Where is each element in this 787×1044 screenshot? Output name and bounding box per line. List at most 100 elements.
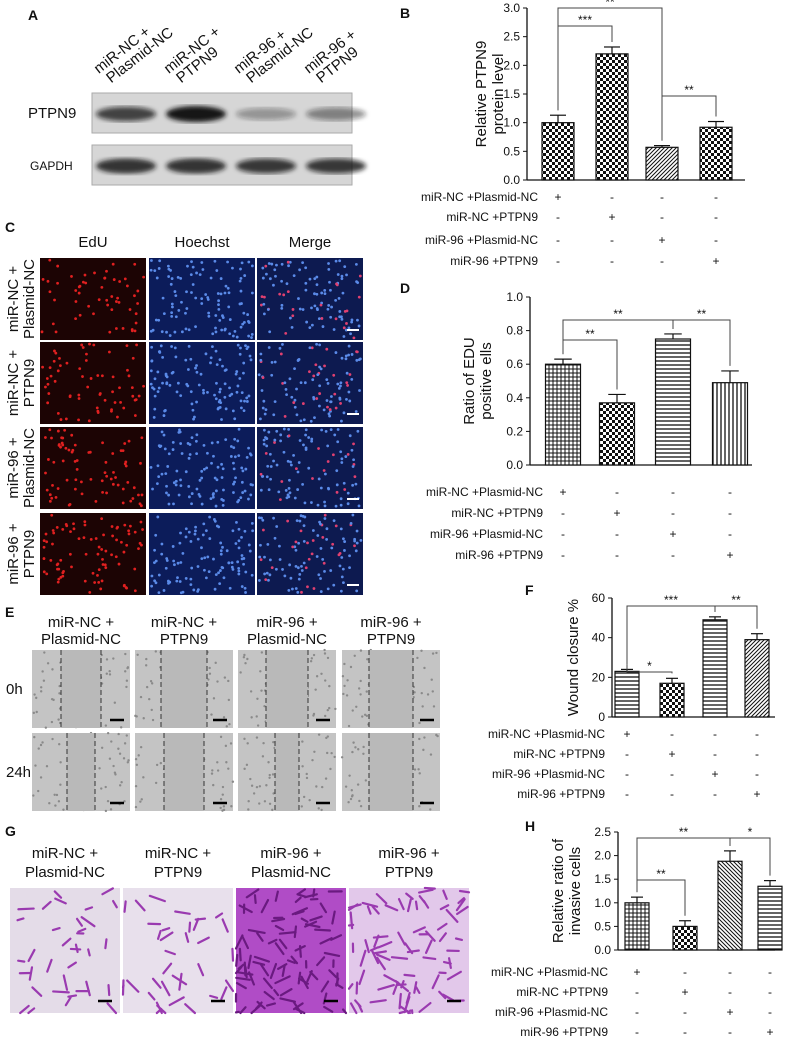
cell — [331, 453, 335, 457]
cell — [237, 569, 241, 573]
cell — [289, 463, 293, 467]
cell — [350, 377, 354, 381]
cell — [216, 680, 219, 683]
cell — [262, 438, 266, 442]
cell — [194, 366, 197, 370]
cell — [332, 373, 336, 377]
cell — [104, 724, 108, 727]
wound-gap — [67, 733, 95, 811]
cell — [267, 578, 270, 582]
cell — [171, 545, 175, 548]
cell — [242, 409, 246, 413]
cell — [187, 344, 191, 348]
panel-letter: E — [5, 604, 14, 620]
cell — [54, 495, 58, 499]
cell — [335, 977, 340, 987]
cell — [204, 576, 208, 580]
cell — [273, 441, 276, 444]
condition-label: miR-96 +Plasmid-NC — [430, 527, 543, 541]
cell — [294, 467, 298, 471]
cell — [288, 377, 292, 381]
cell — [317, 317, 321, 320]
cell — [190, 260, 193, 264]
cell — [337, 387, 341, 390]
cell — [251, 483, 254, 487]
cell — [345, 398, 348, 401]
cell — [106, 303, 110, 307]
cell — [246, 313, 250, 316]
cell — [217, 303, 220, 307]
cell — [119, 400, 122, 404]
cell — [297, 461, 301, 464]
cell — [217, 299, 220, 303]
panel-letter: D — [400, 280, 410, 296]
cell — [52, 460, 56, 464]
cell — [154, 650, 157, 653]
cell — [292, 274, 296, 278]
cell — [418, 737, 421, 741]
cell — [267, 262, 271, 265]
cell — [417, 768, 420, 771]
cell — [97, 580, 101, 584]
cell — [167, 452, 171, 456]
cell — [325, 537, 329, 541]
cell — [202, 444, 206, 447]
cell — [221, 364, 224, 368]
cell — [268, 776, 271, 779]
cell — [455, 905, 469, 916]
cell — [268, 277, 272, 281]
cell — [340, 575, 344, 579]
cell — [133, 567, 137, 571]
cell — [445, 908, 459, 923]
cell — [234, 934, 244, 950]
cell — [334, 524, 338, 528]
condition-sign: - — [755, 727, 759, 741]
cell — [291, 314, 295, 318]
cell — [138, 502, 142, 506]
cell — [432, 705, 436, 708]
cell — [200, 502, 204, 506]
cell — [97, 568, 101, 572]
cell — [353, 544, 356, 548]
cell — [297, 358, 301, 361]
cell — [359, 679, 362, 683]
cell — [220, 566, 224, 569]
cell — [150, 708, 153, 712]
cell — [150, 682, 154, 685]
cell — [343, 540, 347, 543]
cell — [349, 911, 354, 930]
condition-sign: - — [561, 548, 565, 562]
cell — [242, 321, 246, 324]
cell — [424, 939, 433, 954]
cell — [123, 742, 127, 745]
cell — [286, 260, 290, 264]
cell — [211, 332, 215, 336]
cell — [235, 390, 239, 394]
cell — [304, 433, 307, 437]
cell — [200, 476, 204, 480]
cell — [340, 277, 344, 281]
cell — [258, 802, 261, 805]
cell — [229, 455, 233, 458]
cell — [233, 455, 237, 459]
cell — [310, 501, 313, 504]
cell — [223, 676, 227, 679]
cell — [423, 886, 436, 890]
cell — [167, 275, 171, 278]
cell — [126, 666, 129, 670]
cell — [384, 904, 399, 912]
cell — [233, 437, 237, 441]
condition-sign: - — [556, 233, 560, 247]
significance-bracket — [714, 605, 758, 629]
cell — [187, 495, 191, 499]
cell — [27, 1007, 36, 1015]
cell — [215, 478, 219, 482]
cell — [100, 479, 104, 483]
condition-sign: + — [668, 747, 675, 761]
cell — [202, 388, 205, 392]
cell — [156, 390, 160, 393]
cell — [53, 349, 56, 353]
cell — [277, 963, 288, 970]
cell — [295, 519, 299, 523]
